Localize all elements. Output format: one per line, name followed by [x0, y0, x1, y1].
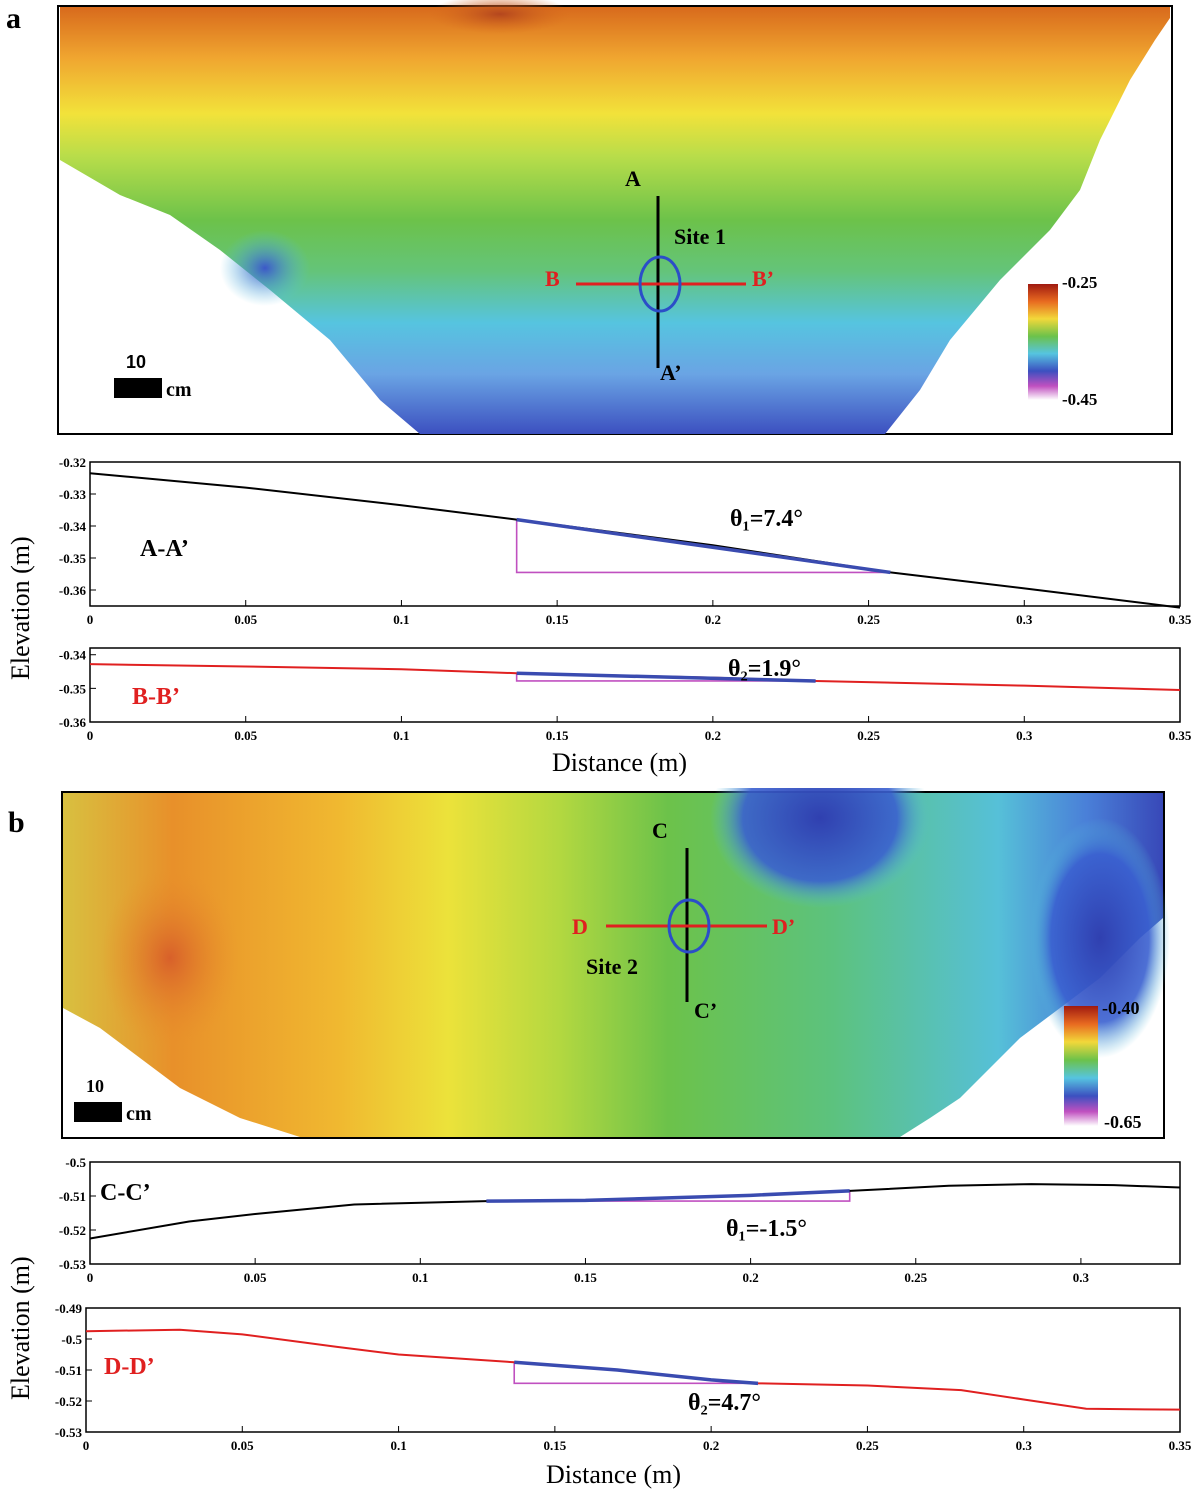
y-tick-label: -0.51 — [55, 1363, 82, 1378]
y-tick-label: -0.52 — [55, 1394, 82, 1409]
x-tick-label: 0.15 — [546, 612, 569, 627]
y-tick-label: -0.36 — [59, 715, 87, 730]
site-marker-2 — [667, 898, 711, 954]
label-a-end: A’ — [660, 360, 682, 385]
y-tick-label: -0.53 — [59, 1257, 87, 1272]
y-axis-label-a: Elevation (m) — [6, 536, 35, 680]
slope-triangle — [515, 519, 891, 574]
y-tick-label: -0.51 — [59, 1189, 86, 1204]
colorbar-b — [1064, 1006, 1098, 1126]
y-tick-label: -0.32 — [59, 455, 86, 470]
x-tick-label: 0 — [83, 1438, 90, 1453]
y-tick-label: -0.5 — [61, 1332, 82, 1347]
x-tick-label: 0.15 — [543, 1438, 566, 1453]
label-d-start: D — [572, 914, 588, 939]
y-axis-label-b: Elevation (m) — [6, 1256, 35, 1400]
x-tick-label: 0.35 — [1169, 728, 1192, 743]
angle-label: θ₁=-1.5° — [726, 1216, 807, 1242]
y-tick-label: -0.53 — [55, 1425, 83, 1440]
slope-segment — [514, 1360, 759, 1386]
colorbar-b-max: -0.40 — [1102, 998, 1140, 1018]
profile-label: B-B’ — [132, 684, 180, 710]
x-tick-label: 0.3 — [1016, 1438, 1033, 1453]
slope-segment — [516, 671, 816, 683]
x-tick-label: 0.1 — [390, 1438, 406, 1453]
x-tick-label: 0 — [87, 1270, 94, 1285]
x-tick-label: 0.05 — [231, 1438, 254, 1453]
x-tick-label: 0.2 — [705, 728, 721, 743]
x-tick-label: 0.1 — [412, 1270, 428, 1285]
profile-label: D-D’ — [104, 1354, 155, 1380]
site-1-label: Site 1 — [674, 224, 726, 249]
x-axis-label-a: Distance (m) — [552, 748, 688, 777]
plot-frame — [89, 1161, 1181, 1265]
scale-value-b: 10 — [86, 1076, 104, 1096]
angle-label: θ₂=1.9° — [728, 656, 801, 682]
x-tick-label: 0.15 — [546, 728, 569, 743]
slope-segment — [516, 517, 891, 575]
y-tick-label: -0.34 — [59, 648, 87, 663]
label-d-end: D’ — [772, 914, 795, 939]
panel-label-a: a — [6, 2, 21, 35]
slope-segment — [486, 1189, 850, 1203]
x-tick-label: 0.2 — [705, 612, 721, 627]
y-tick-label: -0.36 — [59, 583, 87, 598]
x-tick-label: 0.1 — [393, 612, 409, 627]
label-c-start: C — [652, 818, 668, 843]
y-tick-label: -0.34 — [59, 519, 87, 534]
label-b-end: B’ — [752, 266, 774, 291]
label-b-start: B — [545, 266, 560, 291]
panel-label-b: b — [8, 806, 25, 839]
x-tick-label: 0 — [87, 612, 94, 627]
scale-value-a: 10 — [126, 352, 146, 372]
y-tick-label: -0.35 — [59, 681, 87, 696]
y-tick-label: -0.35 — [59, 551, 87, 566]
colorbar-a-min: -0.45 — [1062, 390, 1097, 409]
label-a-start: A — [625, 166, 641, 191]
x-tick-label: 0.3 — [1016, 612, 1033, 627]
y-tick-label: -0.33 — [59, 487, 87, 502]
x-tick-label: 0.25 — [904, 1270, 927, 1285]
x-tick-label: 0.05 — [234, 612, 257, 627]
scale-bar-a — [114, 378, 162, 398]
x-tick-label: 0.25 — [857, 612, 880, 627]
x-tick-label: 0.25 — [857, 728, 880, 743]
slope-triangle — [515, 673, 816, 682]
x-tick-label: 0.2 — [703, 1438, 719, 1453]
scale-unit-a: cm — [166, 379, 192, 401]
x-tick-label: 0.3 — [1016, 728, 1033, 743]
angle-label: θ₂=4.7° — [688, 1390, 761, 1416]
angle-label: θ₁=7.4° — [730, 506, 803, 532]
plot-frame — [89, 461, 1181, 607]
elevation-map-b: C C’ D D’ Site 2 10 cm -0.40 -0.65 — [61, 788, 1170, 1139]
y-tick-label: -0.5 — [65, 1155, 86, 1170]
colorbar-a-max: -0.25 — [1062, 273, 1097, 292]
x-tick-label: 0 — [87, 728, 94, 743]
x-tick-label: 0.2 — [742, 1270, 758, 1285]
x-tick-label: 0.1 — [393, 728, 409, 743]
x-axis-label-b: Distance (m) — [546, 1460, 682, 1489]
elevation-map-a: A A’ B B’ Site 1 10 cm -0.25 -0.45 — [57, 0, 1173, 435]
scale-bar-b — [74, 1102, 122, 1122]
y-tick-label: -0.49 — [55, 1301, 83, 1316]
x-tick-label: 0.15 — [574, 1270, 597, 1285]
slope-triangle — [513, 1362, 759, 1385]
site-2-label: Site 2 — [586, 954, 638, 979]
profile-label: A-A’ — [140, 536, 189, 562]
site-marker-1 — [638, 255, 682, 313]
x-tick-label: 0.35 — [1169, 1438, 1192, 1453]
y-tick-label: -0.52 — [59, 1223, 86, 1238]
scale-unit-b: cm — [126, 1103, 152, 1125]
colorbar-a — [1028, 284, 1058, 400]
colorbar-b-min: -0.65 — [1104, 1112, 1142, 1132]
x-tick-label: 0.05 — [234, 728, 257, 743]
x-tick-label: 0.3 — [1073, 1270, 1090, 1285]
x-tick-label: 0.05 — [244, 1270, 267, 1285]
label-c-end: C’ — [694, 998, 717, 1023]
profile-label: C-C’ — [100, 1180, 151, 1206]
x-tick-label: 0.25 — [856, 1438, 879, 1453]
x-tick-label: 0.35 — [1169, 612, 1192, 627]
